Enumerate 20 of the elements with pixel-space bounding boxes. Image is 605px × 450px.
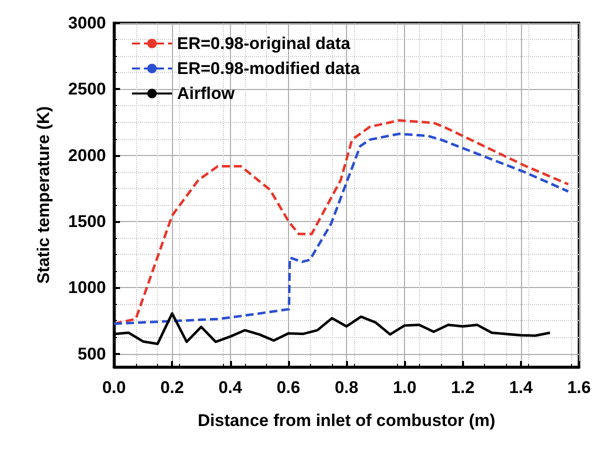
x-tick-label: 1.2	[450, 378, 475, 397]
x-tick-label: 0.6	[276, 378, 300, 397]
x-tick-label: 0.8	[334, 378, 358, 397]
y-tick-label: 2500	[68, 80, 106, 99]
x-tick-label: 1.4	[509, 378, 534, 397]
y-tick-label: 500	[78, 344, 106, 364]
x-tick-label: 0.0	[102, 378, 126, 397]
x-tick-label: 0.4	[218, 378, 243, 397]
legend-label: Airflow	[177, 84, 236, 103]
x-axis-title: Distance from inlet of combustor (m)	[198, 411, 496, 430]
x-tick-label: 1.0	[392, 378, 416, 397]
legend-label: ER=0.98-original data	[177, 34, 351, 53]
y-tick-label: 3000	[68, 14, 106, 32]
y-tick-label: 1000	[68, 278, 106, 298]
y-axis-title: Static temperature (K)	[34, 106, 53, 284]
y-tick-label: 2000	[68, 146, 106, 165]
x-tick-label: 1.6	[567, 378, 591, 397]
y-tick-label: 1500	[68, 212, 106, 231]
x-tick-label: 0.2	[160, 378, 184, 397]
legend-label: ER=0.98-modified data	[177, 59, 360, 78]
